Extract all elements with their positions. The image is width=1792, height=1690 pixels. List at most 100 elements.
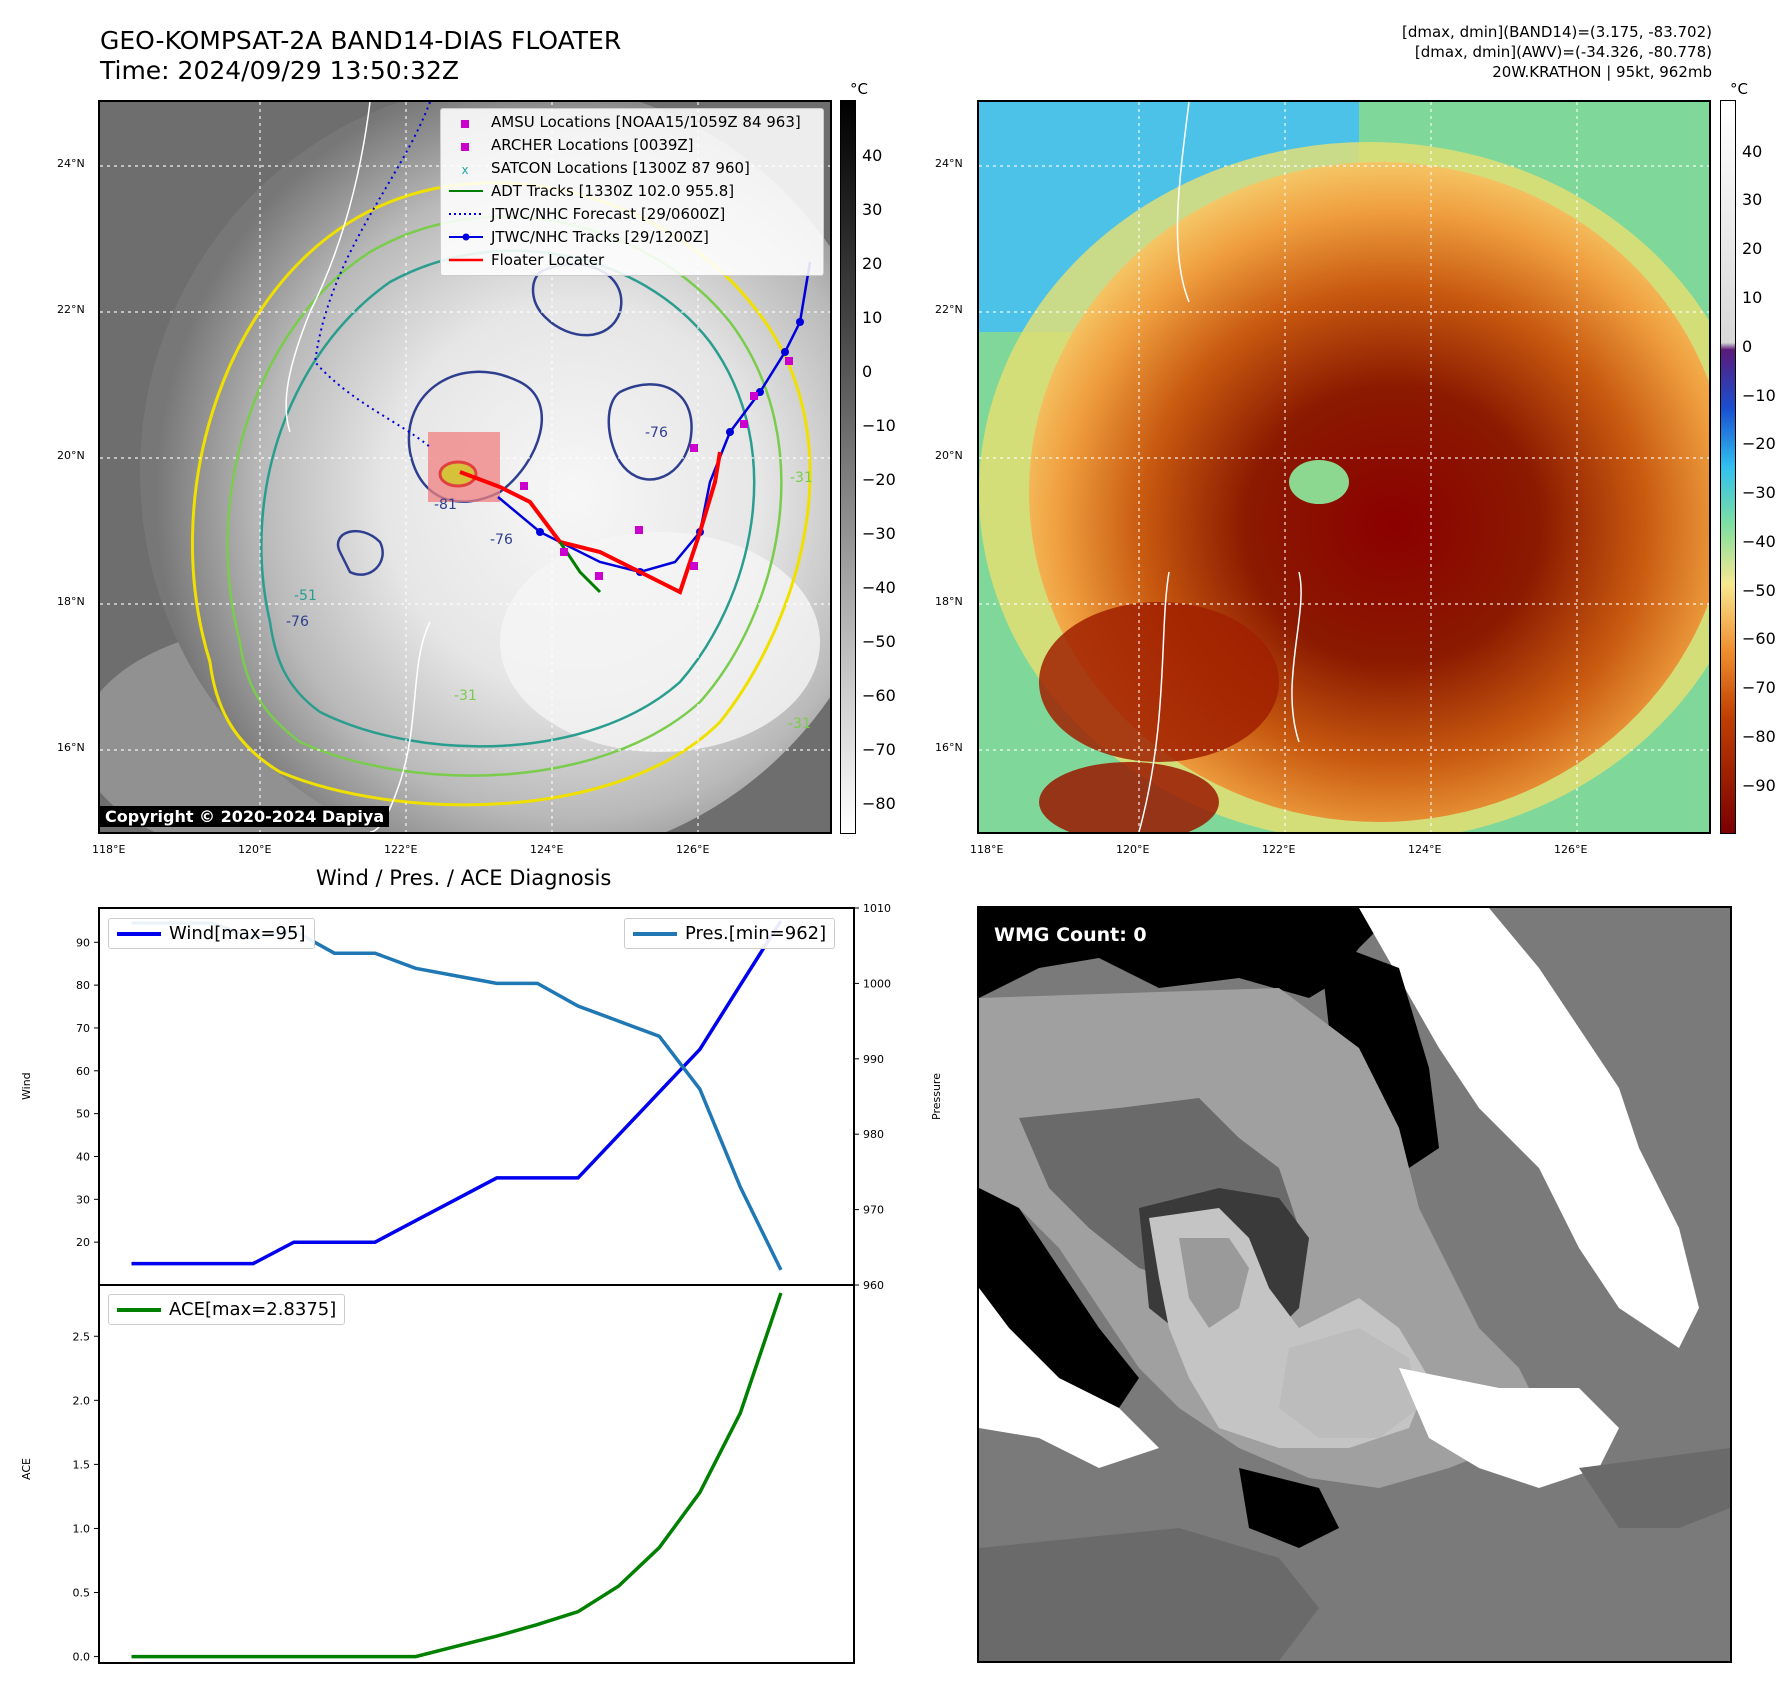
cb-right-tick-30: 30 [1742, 190, 1763, 209]
lat-tick-18: 18°N [57, 595, 85, 608]
info-awv: [dmax, dmin](AWV)=(-34.326, -80.778) [1414, 43, 1712, 61]
cb-left-tick-m30: −30 [862, 524, 896, 543]
cb-right-tick-10: 10 [1742, 288, 1763, 307]
awv-map-panel [977, 100, 1711, 834]
cb-right-tick-m70: −70 [1742, 678, 1776, 697]
cb-left-tick-m50: −50 [862, 632, 896, 651]
awv-lon-tick-126: 126°E [1554, 843, 1588, 856]
pressure-tick-label: 1010 [863, 902, 891, 915]
pressure-tick-label: 970 [863, 1204, 884, 1217]
legend-adt: ADT Tracks [1330Z 102.0 955.8] [491, 182, 735, 200]
legend-satcon: SATCON Locations [1300Z 87 960] [491, 159, 750, 177]
cb-right-tick-m50: −50 [1742, 581, 1776, 600]
cb-left-tick-20: 20 [862, 254, 883, 273]
colorbar-right [1720, 100, 1736, 834]
info-band14: [dmax, dmin](BAND14)=(3.175, -83.702) [1401, 23, 1712, 41]
ace-tick-label: 0.0 [73, 1651, 91, 1664]
wind-legend: Wind[max=95] [108, 918, 315, 949]
title-satellite: GEO-KOMPSAT-2A BAND14-DIAS FLOATER [100, 26, 622, 55]
diag-title: Wind / Pres. / ACE Diagnosis [316, 866, 612, 890]
cb-left-tick-m80: −80 [862, 794, 896, 813]
cb-right-tick-m30: −30 [1742, 483, 1776, 502]
cb-left-tick-m40: −40 [862, 578, 896, 597]
cb-right-tick-m20: −20 [1742, 434, 1776, 453]
cb-right-tick-m60: −60 [1742, 629, 1776, 648]
pressure-tick-label: 1000 [863, 977, 891, 990]
contour-label-76a: -76 [490, 532, 513, 548]
awv-lat-tick-24: 24°N [935, 157, 963, 170]
cb-left-tick-m60: −60 [862, 686, 896, 705]
colorbar-left [840, 100, 856, 834]
ace-tick-label: 1.0 [73, 1522, 91, 1535]
cb-left-tick-40: 40 [862, 146, 883, 165]
svg-text:x: x [461, 163, 468, 177]
cb-left-tick-m70: −70 [862, 740, 896, 759]
info-storm: 20W.KRATHON | 95kt, 962mb [1492, 63, 1712, 81]
pres-legend: Pres.[min=962] [624, 918, 836, 949]
cb-right-tick-40: 40 [1742, 142, 1763, 161]
contour-label-76b: -76 [645, 425, 668, 441]
awv-map-svg [979, 102, 1709, 832]
awv-lat-tick-20: 20°N [935, 449, 963, 462]
lat-tick-20: 20°N [57, 449, 85, 462]
colorbar-left-unit: °C [850, 80, 868, 98]
title-time: Time: 2024/09/29 13:50:32Z [100, 56, 459, 85]
lat-tick-16: 16°N [57, 741, 85, 754]
wind-tick-label: 80 [76, 979, 90, 992]
wind-tick-label: 70 [76, 1022, 90, 1035]
cb-left-tick-30: 30 [862, 200, 883, 219]
lat-tick-22: 22°N [57, 303, 85, 316]
legend-swatches: x [449, 120, 483, 262]
legend-amsu: AMSU Locations [NOAA15/1059Z 84 963] [491, 113, 801, 131]
wmg-panel [977, 906, 1732, 1663]
cb-right-tick-20: 20 [1742, 239, 1763, 258]
pressure-tick-label: 980 [863, 1128, 884, 1141]
contour-label-81: -81 [434, 497, 457, 513]
contour-label-31c: -31 [790, 470, 813, 486]
ir-map-panel [98, 100, 832, 834]
ace-tick-label: 2.5 [73, 1330, 91, 1343]
ace-legend: ACE[max=2.8375] [108, 1294, 346, 1325]
awv-lat-tick-22: 22°N [935, 303, 963, 316]
ace-legend-label: ACE[max=2.8375] [169, 1299, 337, 1320]
awv-lat-tick-16: 16°N [935, 741, 963, 754]
awv-lon-tick-120: 120°E [1116, 843, 1150, 856]
wind-tick-label: 50 [76, 1108, 90, 1121]
lon-tick-118: 118°E [92, 843, 126, 856]
wmg-count-label: WMG Count: 0 [994, 924, 1147, 946]
legend-archer: ARCHER Locations [0039Z] [491, 136, 694, 154]
contour-label-51: -51 [294, 588, 317, 604]
storm-info: [dmax, dmin](BAND14)=(3.175, -83.702) [d… [1402, 22, 1712, 82]
ace-plot-frame [98, 1284, 855, 1664]
cb-left-tick-0: 0 [862, 362, 873, 381]
cb-right-tick-m80: −80 [1742, 727, 1776, 746]
copyright-notice: Copyright © 2020-2024 Dapiya [100, 806, 390, 827]
cb-right-tick-0: 0 [1742, 337, 1753, 356]
wind-series-line [131, 919, 783, 1266]
awv-lon-tick-124: 124°E [1408, 843, 1442, 856]
contour-label-31a: -31 [454, 688, 477, 704]
lon-tick-120: 120°E [238, 843, 272, 856]
legend-tracks: JTWC/NHC Tracks [29/1200Z] [491, 228, 709, 246]
cb-left-tick-m10: −10 [862, 416, 896, 435]
awv-lon-tick-118: 118°E [970, 843, 1004, 856]
colorbar-right-unit: °C [1730, 80, 1748, 98]
legend-floater: Floater Locater [491, 251, 605, 269]
ir-map-svg [100, 102, 830, 832]
wind-tick-label: 20 [76, 1236, 90, 1249]
cb-left-tick-10: 10 [862, 308, 883, 327]
ace-series-line [131, 1292, 783, 1659]
legend-forecast: JTWC/NHC Forecast [29/0600Z] [491, 205, 726, 223]
wind-tick-label: 90 [76, 936, 90, 949]
pressure-series-line [131, 921, 783, 1271]
lat-tick-24: 24°N [57, 157, 85, 170]
awv-lat-tick-18: 18°N [935, 595, 963, 608]
cb-right-tick-m90: −90 [1742, 776, 1776, 795]
wind-tick-label: 40 [76, 1150, 90, 1163]
pres-legend-label: Pres.[min=962] [685, 923, 827, 944]
pressure-tick-label: 960 [863, 1279, 884, 1292]
cb-left-tick-m20: −20 [862, 470, 896, 489]
awv-lon-tick-122: 122°E [1262, 843, 1296, 856]
cb-right-tick-m40: −40 [1742, 532, 1776, 551]
map-legend: x AMSU Locations [NOAA15/1059Z 84 963] A… [440, 108, 824, 276]
